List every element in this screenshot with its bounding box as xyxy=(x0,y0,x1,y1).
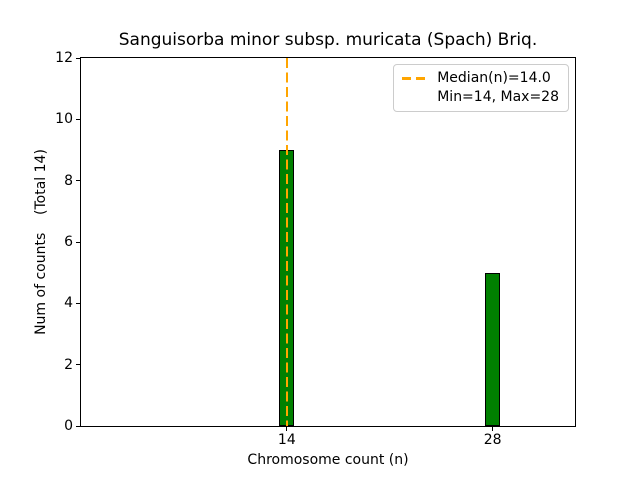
y-tick-mark xyxy=(76,180,80,182)
x-tick-label: 14 xyxy=(277,432,296,448)
x-tick-mark xyxy=(492,427,494,431)
y-tick-mark xyxy=(76,118,80,120)
x-tick-mark xyxy=(286,427,288,431)
bar-28 xyxy=(485,272,500,426)
y-tick-label: 10 xyxy=(55,111,73,128)
legend: Median(n)=14.0 Min=14, Max=28 xyxy=(393,64,569,112)
y-tick-label: 6 xyxy=(64,234,73,250)
y-tick-label: 8 xyxy=(64,172,73,189)
y-tick-mark xyxy=(76,425,80,427)
median-dashed-line-swatch xyxy=(402,77,429,80)
y-tick-mark xyxy=(76,364,80,366)
y-tick-label: 4 xyxy=(64,295,73,312)
chart-title: Sanguisorba minor subsp. muricata (Spach… xyxy=(118,30,538,50)
y-tick-mark xyxy=(76,57,80,59)
plot-area: Median(n)=14.0 Min=14, Max=28 0 2 4 6 8 10 12 1… xyxy=(55,51,576,447)
y-tick-label: 2 xyxy=(64,356,73,373)
legend-label-median: Median(n)=14.0 xyxy=(437,70,551,86)
x-axis-label: Chromosome count (n) xyxy=(247,452,409,468)
y-tick-mark xyxy=(76,241,80,243)
legend-item-median: Median(n)=14.0 xyxy=(402,69,559,88)
x-tick-label: 28 xyxy=(483,432,502,448)
legend-item-min-max: Min=14, Max=28 xyxy=(402,88,559,107)
median-line xyxy=(285,58,289,426)
y-tick-mark xyxy=(76,302,80,304)
y-tick-label: 12 xyxy=(55,50,73,66)
y-axis-label: Num of counts (Total 14) xyxy=(33,149,49,335)
y-tick-label: 0 xyxy=(64,418,73,434)
legend-label-min-max: Min=14, Max=28 xyxy=(437,89,559,105)
